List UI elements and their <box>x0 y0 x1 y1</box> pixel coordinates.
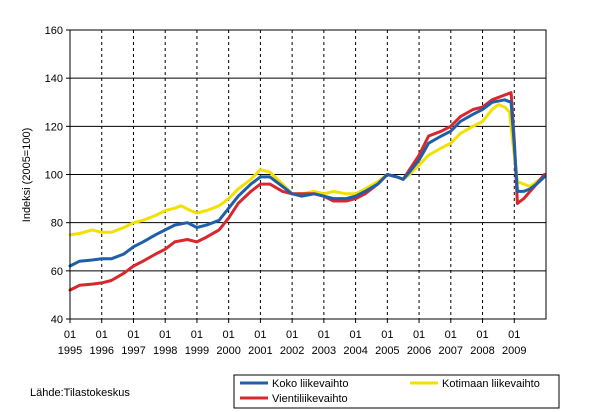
x-tick-month: 01 <box>445 329 457 341</box>
x-tick-year: 1999 <box>185 345 209 357</box>
x-tick-month: 01 <box>64 329 76 341</box>
x-tick-month: 01 <box>159 329 171 341</box>
x-tick-month: 01 <box>413 329 425 341</box>
x-tick-month: 01 <box>318 329 330 341</box>
y-tick-label: 60 <box>51 266 63 278</box>
y-tick-label: 120 <box>45 121 63 133</box>
y-tick-label: 40 <box>51 314 63 326</box>
x-tick-year: 1996 <box>89 345 113 357</box>
legend-box <box>233 374 560 409</box>
x-tick-year: 2009 <box>502 345 526 357</box>
y-axis: 40 60 80 100 120 140 160 <box>45 25 70 326</box>
legend-label: Vientiliikevaihto <box>272 393 348 405</box>
series-line-1 <box>68 103 546 237</box>
y-tick-label: 80 <box>51 218 63 230</box>
y-axis-title: Indeksi (2005=100) <box>21 128 33 222</box>
x-tick-month: 01 <box>476 329 488 341</box>
grid <box>70 30 546 319</box>
x-tick-month: 01 <box>349 329 361 341</box>
x-tick-month: 01 <box>127 329 139 341</box>
y-tick-label: 100 <box>45 170 63 182</box>
x-tick-month: 01 <box>286 329 298 341</box>
x-tick-year: 2007 <box>439 345 463 357</box>
x-tick-month: 01 <box>223 329 235 341</box>
x-tick-year: 1998 <box>153 345 177 357</box>
x-tick-month: 01 <box>381 329 393 341</box>
x-tick-year: 2003 <box>312 345 336 357</box>
series-lines <box>68 91 546 292</box>
x-tick-year: 2004 <box>343 345 367 357</box>
x-tick-month: 01 <box>508 329 520 341</box>
x-tick-month: 01 <box>191 329 203 341</box>
x-axis: 01 1995 01 1996 01 1997 01 1998 01 1999 01 2000 01 20… <box>58 319 527 357</box>
x-tick-year: 2002 <box>280 345 304 357</box>
x-tick-year: 2008 <box>470 345 494 357</box>
series-line-0 <box>68 98 546 268</box>
x-tick-year: 2006 <box>407 345 431 357</box>
x-tick-year: 2005 <box>375 345 399 357</box>
x-tick-year: 1995 <box>58 345 82 357</box>
x-tick-year: 2001 <box>248 345 272 357</box>
legend-label: Kotimaan liikevaihto <box>442 378 540 390</box>
x-tick-month: 01 <box>254 329 266 341</box>
y-tick-label: 160 <box>45 25 63 37</box>
x-tick-year: 1997 <box>121 345 145 357</box>
legend: Koko liikevaihto Kotimaan liikevaihto Vien… <box>233 374 560 409</box>
legend-label: Koko liikevaihto <box>272 378 348 390</box>
y-tick-label: 140 <box>45 73 63 85</box>
source-note: Lähde:Tilastokeskus <box>30 387 130 399</box>
x-tick-month: 01 <box>96 329 108 341</box>
x-tick-year: 2000 <box>216 345 240 357</box>
